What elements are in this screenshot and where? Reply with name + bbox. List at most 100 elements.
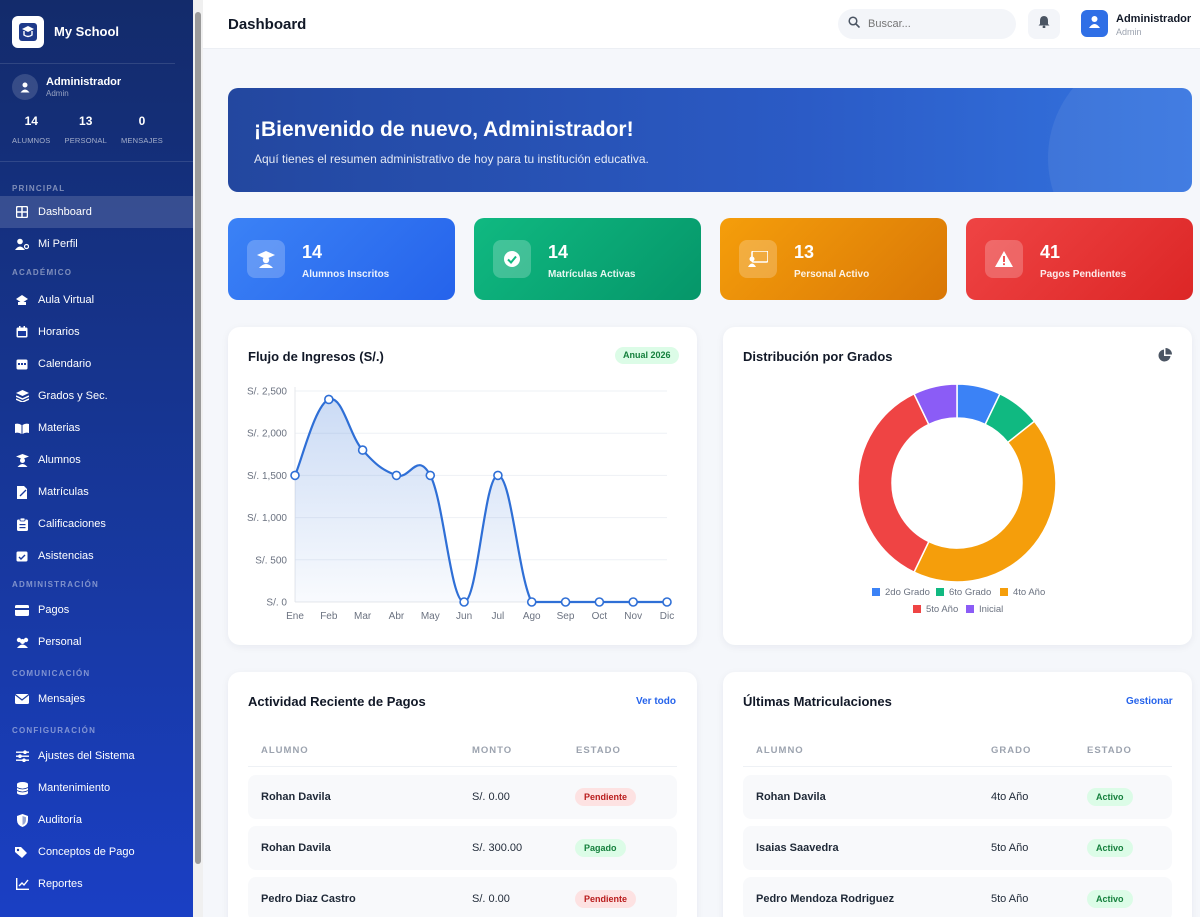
sidebar-item-label: Ajustes del Sistema (38, 750, 135, 762)
sidebar-item-aula-virtual[interactable]: Aula Virtual (0, 284, 193, 316)
data-point (526, 597, 537, 607)
sidebar-item-mensajes[interactable]: Mensajes (0, 683, 193, 715)
table-row[interactable]: Pedro Diaz Castro S/. 0.00 Pendiente (248, 877, 677, 917)
search-box[interactable] (838, 9, 1016, 39)
header-user-name[interactable]: Administrador (1116, 13, 1192, 25)
sidebar-item-dashboard[interactable]: Dashboard (0, 196, 193, 228)
sidebar-item-mantenimiento[interactable]: Mantenimiento (0, 772, 193, 804)
x-tick-label: Ene (286, 611, 304, 622)
x-tick-label: Sep (557, 611, 575, 622)
column-header: ESTADO (1087, 745, 1132, 756)
data-point (324, 394, 334, 405)
income-chart: S/. 0 S/. 500 S/. 1,000 S/. 1,500 S/. 2,000 S… (247, 387, 674, 623)
warning-icon (985, 240, 1023, 278)
cell-alumno: Rohan Davila (261, 842, 331, 854)
scrollbar-thumb[interactable] (195, 12, 201, 864)
sidebar-item-ajustes[interactable]: Ajustes del Sistema (0, 740, 193, 772)
sidebar-item-label: Mensajes (38, 693, 86, 705)
calendar-check-icon (15, 549, 29, 563)
sidebar-item-grados[interactable]: Grados y Sec. (0, 380, 193, 412)
sidebar-item-label: Matrículas (38, 486, 89, 498)
sidebar-item-pagos[interactable]: Pagos (0, 594, 193, 626)
credit-card-icon (15, 603, 29, 617)
sidebar-item-alumnos[interactable]: Alumnos (0, 444, 193, 476)
nav-section-comunicacion: COMUNICACIÓN (12, 669, 91, 678)
search-input[interactable] (868, 18, 1008, 30)
cell-grado: 5to Año (991, 893, 1029, 905)
user-avatar-icon (12, 74, 38, 100)
brand[interactable]: My School (0, 0, 175, 64)
stat-card-value: 13 (794, 242, 815, 262)
grid-icon (15, 205, 29, 219)
sidebar-item-label: Dashboard (38, 206, 92, 218)
sidebar-item-matriculas[interactable]: Matrículas (0, 476, 193, 508)
stat-card-label: Alumnos Inscritos (302, 269, 390, 280)
view-all-link[interactable]: Ver todo (636, 696, 677, 707)
donut-slice (857, 392, 930, 574)
stat-card-value: 14 (548, 242, 569, 262)
sidebar-item-auditoria[interactable]: Auditoría (0, 804, 193, 836)
cell-monto: S/. 0.00 (472, 893, 510, 905)
y-tick-label: S/. 0 (266, 598, 287, 609)
table-row[interactable]: Pedro Mendoza Rodriguez 5to Año Activo (743, 877, 1172, 917)
data-point (425, 470, 436, 481)
donut-slice (913, 383, 958, 426)
table-row[interactable]: Rohan Davila S/. 0.00 Pendiente (248, 775, 677, 819)
notifications-button[interactable] (1028, 9, 1060, 39)
user-icon (1088, 15, 1101, 33)
x-tick-label: Abr (389, 611, 405, 622)
cell-alumno: Pedro Mendoza Rodriguez (756, 893, 895, 905)
column-header: MONTO (472, 745, 513, 756)
x-tick-label: Oct (592, 611, 608, 622)
data-point (662, 597, 672, 607)
stat-card-matriculas[interactable]: 14 Matrículas Activas (474, 218, 701, 300)
data-point (594, 597, 605, 607)
enrollments-panel: Últimas Matriculaciones Gestionar ALUMNO… (723, 672, 1192, 917)
stat-value: 14 (24, 114, 38, 128)
table-row[interactable]: Rohan Davila 4to Año Activo (743, 775, 1172, 819)
y-tick-label: S/. 500 (255, 555, 287, 566)
sidebar-item-calificaciones[interactable]: Calificaciones (0, 508, 193, 540)
envelope-icon (15, 692, 29, 706)
database-icon (15, 781, 29, 795)
data-point (628, 597, 638, 607)
y-tick-label: S/. 2,000 (247, 429, 287, 440)
stat-label: MENSAJES (120, 136, 163, 145)
stat-card-label: Personal Activo (794, 269, 870, 280)
chart-line-icon (15, 877, 29, 891)
status-badge: Activo (1087, 788, 1133, 806)
stat-value: 0 (138, 114, 146, 128)
sidebar-item-label: Auditoría (38, 814, 83, 826)
legend-swatch (936, 588, 944, 596)
sidebar-item-personal[interactable]: Personal (0, 626, 193, 658)
stat-card-alumnos[interactable]: 14 Alumnos Inscritos (228, 218, 455, 300)
header-user-role: Admin (1116, 27, 1142, 37)
sidebar-item-horarios[interactable]: Horarios (0, 316, 193, 348)
sidebar-item-reportes[interactable]: Reportes (0, 868, 193, 900)
table-row[interactable]: Rohan Davila S/. 300.00 Pagado (248, 826, 677, 870)
stat-card-pagos[interactable]: 41 Pagos Pendientes (966, 218, 1193, 300)
stat-mensajes: 0 MENSAJES (121, 114, 163, 145)
income-chart-panel: Flujo de Ingresos (S/.) Anual 2026 S/. 0… (228, 327, 697, 645)
sidebar-user-role: Admin (46, 89, 69, 98)
users-icon (15, 635, 29, 649)
x-tick-label: Jul (492, 611, 505, 622)
user-avatar-button[interactable] (1081, 10, 1108, 37)
manage-link[interactable]: Gestionar (1126, 696, 1173, 707)
sidebar-item-materias[interactable]: Materias (0, 412, 193, 444)
y-tick-label: S/. 2,500 (247, 387, 287, 398)
sidebar-scrollbar[interactable] (193, 0, 203, 917)
banner-title: ¡Bienvenido de nuevo, Administrador! (254, 118, 634, 141)
sidebar-item-asistencias[interactable]: Asistencias (0, 540, 193, 572)
sidebar-item-calendario[interactable]: Calendario (0, 348, 193, 380)
layers-icon (15, 389, 29, 403)
banner-subtitle: Aquí tienes el resumen administrativo de… (254, 152, 649, 166)
pie-chart-icon[interactable] (1158, 348, 1172, 367)
bell-icon (1038, 15, 1050, 33)
sidebar-item-conceptos[interactable]: Conceptos de Pago (0, 836, 193, 868)
stat-card-personal[interactable]: 13 Personal Activo (720, 218, 947, 300)
sidebar-item-label: Pagos (38, 604, 70, 616)
sidebar-item-perfil[interactable]: Mi Perfil (0, 228, 193, 260)
area-fill (295, 399, 667, 602)
table-row[interactable]: Isaias Saavedra 5to Año Activo (743, 826, 1172, 870)
